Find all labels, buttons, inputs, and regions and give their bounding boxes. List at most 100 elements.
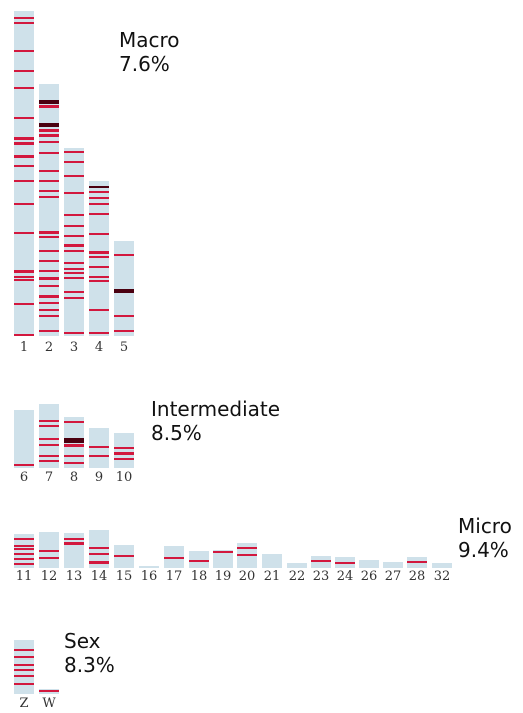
chromosome-band: [89, 256, 109, 258]
chromosome-band: [64, 291, 84, 293]
chromosome-band: [89, 197, 109, 199]
chromosome-band: [39, 250, 59, 252]
chromosome-band: [39, 277, 59, 280]
chromosome-band: [89, 191, 109, 193]
chromosome-label-28: 28: [408, 569, 426, 584]
chromosome-band: [114, 330, 134, 332]
chromosome-label-32: 32: [433, 569, 451, 584]
chromosome-band: [64, 272, 84, 274]
chromosome-body: [383, 562, 403, 568]
chromosome-band: [64, 462, 84, 464]
chromosome-band: [39, 180, 59, 182]
chromosome-21: [262, 554, 282, 568]
chromosome-band: [39, 425, 59, 427]
chromosome-band: [64, 175, 84, 177]
chromosome-27: [383, 562, 403, 568]
chromosome-band: [14, 553, 34, 555]
chromosome-14: [89, 530, 109, 568]
chromosome-band: [89, 233, 109, 235]
chromosome-label-3: 3: [69, 340, 79, 355]
chromosome-band: [39, 690, 59, 692]
chromosome-label-z: Z: [19, 696, 29, 711]
chromosome-band: [114, 452, 134, 455]
chromosome-band: [64, 214, 84, 216]
chromosome-label-7: 7: [44, 470, 54, 485]
chromosome-body: [189, 551, 209, 568]
chromosome-band: [39, 295, 59, 298]
chromosome-band: [64, 225, 84, 227]
chromosome-band: [14, 558, 34, 560]
chromosome-band: [89, 251, 109, 254]
chromosome-band: [64, 250, 84, 252]
chromosome-band: [14, 303, 34, 305]
chromosome-band: [39, 141, 59, 143]
chromosome-band: [64, 235, 84, 237]
chromosome-band: [14, 142, 34, 145]
chromosome-band: [14, 334, 34, 336]
chromosome-band: [89, 266, 109, 268]
chromosome-label-27: 27: [384, 569, 402, 584]
chromosome-band: [335, 562, 355, 564]
chromosome-label-4: 4: [94, 340, 104, 355]
chromosome-band: [14, 675, 34, 677]
chromosome-band: [39, 134, 59, 137]
chromosome-band: [407, 561, 427, 563]
chromosome-label-13: 13: [65, 569, 83, 584]
chromosome-label-9: 9: [94, 470, 104, 485]
chromosome-body: [287, 563, 307, 568]
chromosome-band: [14, 464, 34, 466]
group-label-intermediate: Intermediate 8.5%: [151, 397, 280, 445]
chromosome-band: [39, 152, 59, 154]
chromosome-band: [39, 460, 59, 462]
chromosome-band: [64, 455, 84, 457]
chromosome-band: [64, 297, 84, 299]
chromosome-24: [335, 557, 355, 568]
chromosome-label-2: 2: [44, 340, 54, 355]
chromosome-body: [262, 554, 282, 568]
chromosome-band: [114, 458, 134, 460]
chromosome-band: [89, 561, 109, 564]
chromosome-band: [89, 213, 109, 215]
chromosome-5: [114, 241, 134, 336]
chromosome-band: [14, 664, 34, 666]
chromosome-band: [14, 548, 34, 550]
chromosome-band: [39, 231, 59, 234]
chromosome-band: [64, 277, 84, 279]
chromosome-26: [359, 560, 379, 568]
chromosome-band: [64, 192, 84, 194]
group-label-micro: Micro 9.4%: [458, 514, 512, 562]
group-name-intermediate: Intermediate: [151, 397, 281, 421]
chromosome-band: [14, 87, 34, 89]
group-label-sex: Sex 8.3%: [64, 629, 115, 677]
chromosome-band: [39, 285, 59, 287]
chromosome-label-6: 6: [19, 470, 29, 485]
chromosome-body: [14, 640, 34, 694]
group-name-macro: Macro: [119, 28, 180, 52]
chromosome-band: [14, 279, 34, 281]
chromosome-band: [14, 17, 34, 19]
chromosome-body: [89, 181, 109, 336]
chromosome-band: [64, 244, 84, 247]
chromosome-band: [64, 542, 84, 545]
chromosome-band: [89, 553, 109, 555]
chromosome-band: [39, 260, 59, 262]
chromosome-body: [64, 148, 84, 336]
chromosome-band: [64, 538, 84, 540]
chromosome-band: [39, 105, 59, 108]
chromosome-band: [64, 161, 84, 163]
chromosome-band: [89, 332, 109, 334]
chromosome-band: [39, 190, 59, 192]
chromosome-28: [407, 557, 427, 568]
chromosome-23: [311, 556, 331, 568]
chromosome-band: [39, 330, 59, 332]
chromosome-band: [189, 560, 209, 562]
group-percent-intermediate: 8.5%: [151, 421, 202, 445]
chromosome-band: [64, 444, 84, 447]
chromosome-body: [114, 241, 134, 336]
chromosome-label-22: 22: [288, 569, 306, 584]
chromosome-band: [89, 547, 109, 549]
group-percent-micro: 9.4%: [458, 538, 509, 562]
chromosome-16: [139, 566, 159, 568]
chromosome-19: [213, 550, 233, 568]
chromosome-label-1: 1: [19, 340, 29, 355]
